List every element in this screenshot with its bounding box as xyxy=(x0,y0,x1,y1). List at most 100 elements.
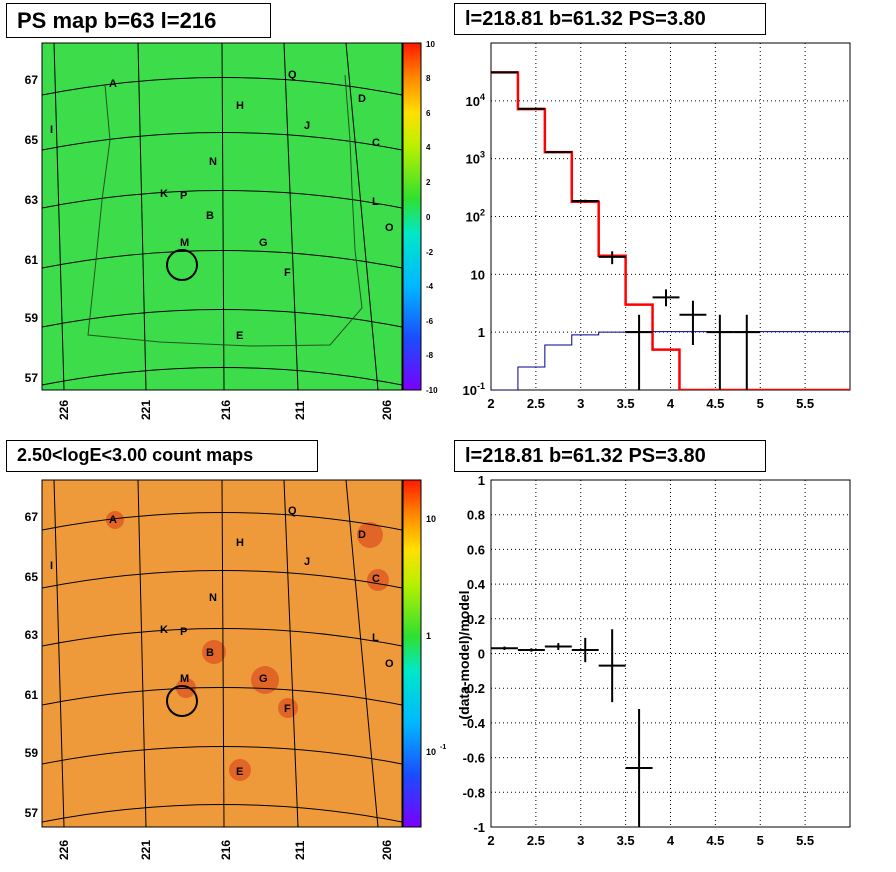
svg-text:B: B xyxy=(206,647,214,659)
count-map-b-ticks: 67 65 63 61 59 57 xyxy=(25,510,39,820)
svg-text:O: O xyxy=(385,658,394,670)
svg-text:G: G xyxy=(259,673,268,685)
spectrum-title: l=218.81 b=61.32 PS=3.80 xyxy=(454,3,766,35)
count-colorbar-ticks: 10 1 10 -1 xyxy=(426,514,446,757)
ps-colorbar xyxy=(402,42,422,391)
svg-text:206: 206 xyxy=(380,840,394,860)
y-tick-label: 10 xyxy=(471,267,485,282)
x-tick-label: 3 xyxy=(577,396,584,411)
src-p: P xyxy=(180,190,187,202)
residual-title: l=218.81 b=61.32 PS=3.80 xyxy=(454,440,766,472)
svg-text:221: 221 xyxy=(139,400,153,420)
y-tick-label: 0.2 xyxy=(467,612,485,627)
y-tick-label: 0.4 xyxy=(467,577,486,592)
residual-panel: 2 2.5 3 3.5 4 4.5 5 5.5 -1 -0.8 -0.6 -0.4 -0.2 0 0.2 0.… xyxy=(456,473,851,848)
y-tick-label: 10-1 xyxy=(463,381,485,398)
y-tick-label: 1 xyxy=(478,325,485,340)
ps-map-panel: A B C D E F G H I J K L M N O P Q 67 65 … xyxy=(25,40,438,420)
x-tick-label: 2.5 xyxy=(527,833,545,848)
svg-text:-10: -10 xyxy=(426,386,438,395)
svg-text:211: 211 xyxy=(293,840,307,860)
svg-text:M: M xyxy=(180,673,189,685)
src-b: B xyxy=(206,210,214,222)
svg-text:C: C xyxy=(372,573,380,585)
y-tick-label: 0.8 xyxy=(467,508,485,523)
svg-text:57: 57 xyxy=(25,806,39,820)
ps-map-grid xyxy=(42,43,402,390)
y-tick-label: 0.6 xyxy=(467,542,485,557)
src-c: C xyxy=(372,137,380,149)
src-i: I xyxy=(50,124,53,136)
svg-text:-4: -4 xyxy=(426,282,434,291)
y-tick-label: -0.4 xyxy=(463,716,486,731)
svg-text:221: 221 xyxy=(139,840,153,860)
svg-text:61: 61 xyxy=(25,688,39,702)
y-tick-label: 102 xyxy=(466,208,485,225)
src-k: K xyxy=(160,188,168,200)
y-tick-label: -0.6 xyxy=(463,751,485,766)
svg-text:63: 63 xyxy=(25,193,39,207)
svg-text:P: P xyxy=(180,626,187,638)
count-map-title: 2.50<logE<3.00 count maps xyxy=(6,440,318,472)
src-f: F xyxy=(284,267,291,279)
ps-map-labels: A B C D E F G H I J K L M N O P Q xyxy=(50,69,394,342)
spectrum-marks xyxy=(491,71,850,390)
x-tick-label: 2.5 xyxy=(527,396,545,411)
svg-text:I: I xyxy=(50,560,53,572)
svg-text:4: 4 xyxy=(426,143,431,152)
svg-text:H: H xyxy=(236,537,244,549)
svg-text:D: D xyxy=(358,529,366,541)
ps-map-b-ticks: 67 65 63 61 59 57 xyxy=(25,73,39,385)
y-tick-label: -0.2 xyxy=(463,681,485,696)
src-l: L xyxy=(372,196,379,208)
svg-text:-1: -1 xyxy=(440,744,446,751)
ps-map-title: PS map b=63 l=216 xyxy=(6,3,271,38)
src-d: D xyxy=(358,93,366,105)
residual-plot-area xyxy=(490,479,851,828)
svg-text:65: 65 xyxy=(25,570,39,584)
svg-text:8: 8 xyxy=(426,74,431,83)
src-m: M xyxy=(180,237,189,249)
src-j: J xyxy=(304,120,310,132)
spectrum-panel: 2 2.5 3 3.5 4 4.5 5 5.5 10-1 1 10 102 103 104 xyxy=(463,42,851,411)
x-tick-label: 3.5 xyxy=(617,396,635,411)
svg-text:E: E xyxy=(236,766,243,778)
svg-text:67: 67 xyxy=(25,510,39,524)
svg-text:2: 2 xyxy=(426,178,431,187)
y-tick-label: 104 xyxy=(466,92,485,109)
svg-text:10: 10 xyxy=(426,40,435,49)
y-tick-label: 0 xyxy=(478,647,485,662)
count-map-panel: A B C D E F G H I J K L M N O P Q 67 65 … xyxy=(25,479,446,860)
svg-text:59: 59 xyxy=(25,746,39,760)
svg-text:-8: -8 xyxy=(426,351,434,360)
x-tick-label: 5 xyxy=(757,833,764,848)
residual-axis-labels: 2 2.5 3 3.5 4 4.5 5 5.5 -1 -0.8 -0.6 -0.4 -0.2 0 0.2 0.… xyxy=(463,473,815,848)
residual-ylabel: (data-model)/model xyxy=(456,590,472,719)
src-n: N xyxy=(209,156,217,168)
count-map-l-ticks: 226 221 216 211 206 xyxy=(57,840,394,860)
count-colorbar xyxy=(402,479,422,828)
svg-text:1: 1 xyxy=(426,631,431,641)
x-tick-label: 4 xyxy=(667,833,675,848)
svg-text:10: 10 xyxy=(426,747,436,757)
count-map-labels: A B C D E F G H I J K L M N O P Q xyxy=(50,505,394,778)
svg-text:206: 206 xyxy=(380,400,394,420)
count-map-hotspots xyxy=(106,511,389,781)
svg-text:57: 57 xyxy=(25,371,39,385)
svg-text:Q: Q xyxy=(288,505,297,517)
svg-text:65: 65 xyxy=(25,133,39,147)
src-q: Q xyxy=(288,69,297,81)
y-tick-label: 1 xyxy=(478,473,485,488)
svg-text:59: 59 xyxy=(25,311,39,325)
src-e: E xyxy=(236,330,243,342)
src-a: A xyxy=(109,78,117,90)
x-tick-label: 4.5 xyxy=(706,833,724,848)
x-tick-label: 4 xyxy=(667,396,675,411)
svg-text:6: 6 xyxy=(426,109,431,118)
svg-text:-6: -6 xyxy=(426,317,434,326)
svg-text:J: J xyxy=(304,556,310,568)
y-tick-label: -0.8 xyxy=(463,785,485,800)
x-tick-label: 3.5 xyxy=(617,833,635,848)
x-tick-label: 2 xyxy=(487,396,494,411)
